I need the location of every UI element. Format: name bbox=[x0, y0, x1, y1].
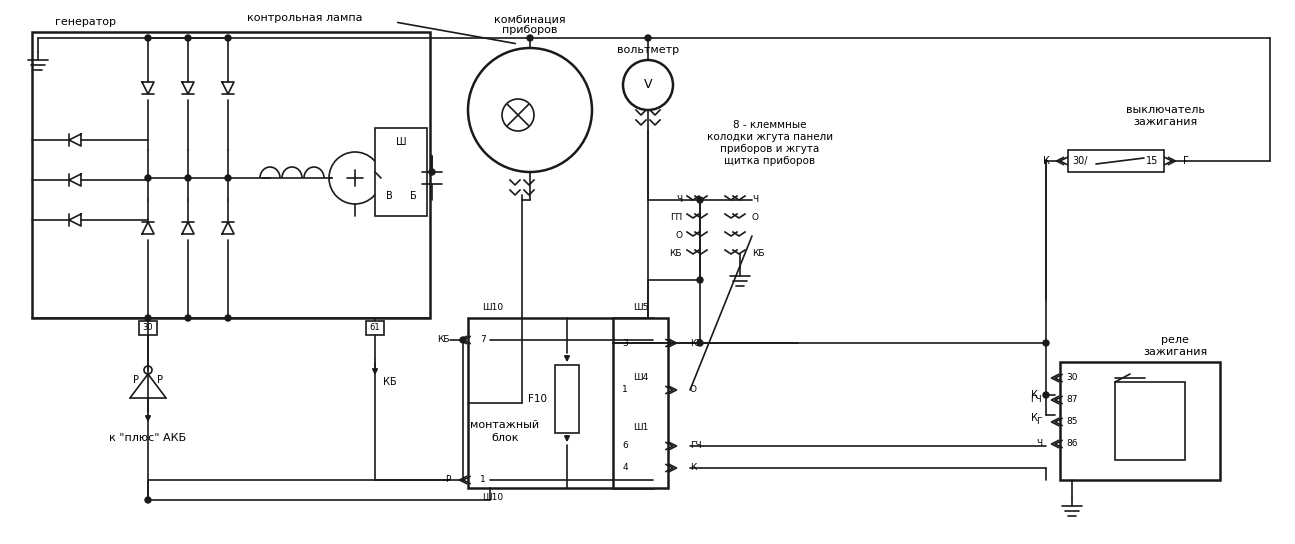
Circle shape bbox=[697, 197, 703, 203]
Text: 86: 86 bbox=[1066, 440, 1077, 448]
Bar bbox=[613, 318, 668, 488]
Text: Ш1: Ш1 bbox=[633, 423, 649, 432]
Text: Г: Г bbox=[1036, 417, 1042, 426]
Text: Ш10: Ш10 bbox=[482, 304, 504, 312]
Text: Ч: Ч bbox=[1036, 440, 1042, 448]
Text: 30: 30 bbox=[1066, 374, 1077, 382]
Bar bbox=[366, 321, 385, 335]
Bar bbox=[1061, 362, 1220, 480]
Text: Р: Р bbox=[133, 375, 139, 385]
Text: выключатель: выключатель bbox=[1125, 105, 1204, 115]
Circle shape bbox=[145, 315, 152, 321]
Circle shape bbox=[185, 175, 190, 181]
Circle shape bbox=[225, 175, 231, 181]
Text: В: В bbox=[386, 191, 392, 201]
Text: 6: 6 bbox=[622, 442, 628, 450]
Text: 8 - клеммные: 8 - клеммные bbox=[733, 120, 807, 130]
Text: приборов и жгута: приборов и жгута bbox=[720, 144, 820, 154]
Text: 30/: 30/ bbox=[1072, 156, 1088, 166]
Text: генератор: генератор bbox=[54, 17, 117, 27]
Circle shape bbox=[429, 169, 435, 175]
Circle shape bbox=[145, 497, 152, 503]
Circle shape bbox=[1042, 340, 1049, 346]
Text: КБ: КБ bbox=[438, 336, 449, 344]
Text: Ш4: Ш4 bbox=[633, 374, 648, 382]
Text: контрольная лампа: контрольная лампа bbox=[247, 13, 363, 23]
Bar bbox=[32, 32, 430, 318]
Circle shape bbox=[185, 35, 190, 41]
Bar bbox=[139, 321, 157, 335]
Circle shape bbox=[145, 175, 152, 181]
Text: КБ: КБ bbox=[670, 250, 682, 258]
Text: Ч: Ч bbox=[676, 195, 682, 205]
Text: О: О bbox=[752, 213, 759, 222]
Circle shape bbox=[697, 277, 703, 283]
Text: КБ: КБ bbox=[752, 250, 764, 258]
Text: О: О bbox=[675, 232, 682, 240]
Text: зажигания: зажигания bbox=[1143, 347, 1207, 357]
Text: О: О bbox=[690, 386, 697, 394]
Text: КБ: КБ bbox=[383, 377, 396, 387]
Text: К: К bbox=[1042, 156, 1049, 166]
Circle shape bbox=[225, 35, 231, 41]
Circle shape bbox=[1042, 392, 1049, 398]
Text: к "плюс" АКБ: к "плюс" АКБ bbox=[110, 433, 186, 443]
Text: 4: 4 bbox=[622, 463, 628, 473]
Text: 61: 61 bbox=[369, 324, 381, 332]
Circle shape bbox=[527, 35, 534, 41]
Text: К: К bbox=[1031, 413, 1039, 423]
Text: ГЧ: ГЧ bbox=[1031, 395, 1042, 405]
Text: щитка приборов: щитка приборов bbox=[724, 156, 816, 166]
Text: 30: 30 bbox=[142, 324, 153, 332]
Text: колодки жгута панели: колодки жгута панели bbox=[707, 132, 833, 142]
Text: К: К bbox=[1031, 390, 1039, 400]
Bar bbox=[467, 318, 653, 488]
Bar bbox=[556, 365, 579, 433]
Text: V: V bbox=[644, 78, 653, 91]
Text: Р: Р bbox=[444, 475, 449, 485]
Text: приборов: приборов bbox=[502, 25, 558, 35]
Circle shape bbox=[460, 337, 466, 343]
Text: 85: 85 bbox=[1066, 417, 1077, 426]
Text: 1: 1 bbox=[622, 386, 628, 394]
Circle shape bbox=[225, 315, 231, 321]
Text: ГП: ГП bbox=[670, 213, 682, 222]
Text: 87: 87 bbox=[1066, 395, 1077, 405]
Text: К: К bbox=[690, 463, 697, 473]
Text: Ш10: Ш10 bbox=[482, 493, 504, 503]
Text: 1: 1 bbox=[480, 475, 486, 485]
Text: Ч: Ч bbox=[752, 195, 758, 205]
Text: 15: 15 bbox=[1146, 156, 1158, 166]
Text: реле: реле bbox=[1162, 335, 1189, 345]
Text: зажигания: зажигания bbox=[1133, 117, 1197, 127]
Text: Г: Г bbox=[1184, 156, 1189, 166]
Circle shape bbox=[185, 315, 190, 321]
Text: Ш5: Ш5 bbox=[633, 304, 649, 312]
Text: Р: Р bbox=[157, 375, 163, 385]
Bar bbox=[1068, 150, 1164, 172]
Text: 7: 7 bbox=[480, 336, 486, 344]
Bar bbox=[1115, 382, 1185, 460]
Text: КБ: КБ bbox=[690, 338, 702, 348]
Circle shape bbox=[645, 35, 651, 41]
Text: вольтметр: вольтметр bbox=[616, 45, 679, 55]
Text: F10: F10 bbox=[528, 394, 546, 404]
Circle shape bbox=[697, 340, 703, 346]
Text: комбинация: комбинация bbox=[495, 15, 566, 25]
Text: Б: Б bbox=[409, 191, 417, 201]
Circle shape bbox=[145, 35, 152, 41]
Text: Ш: Ш bbox=[396, 137, 407, 147]
Text: ГЧ: ГЧ bbox=[690, 442, 702, 450]
Text: монтажный: монтажный bbox=[470, 420, 540, 430]
Text: блок: блок bbox=[491, 433, 519, 443]
Text: 3: 3 bbox=[622, 338, 628, 348]
Bar bbox=[376, 128, 427, 216]
